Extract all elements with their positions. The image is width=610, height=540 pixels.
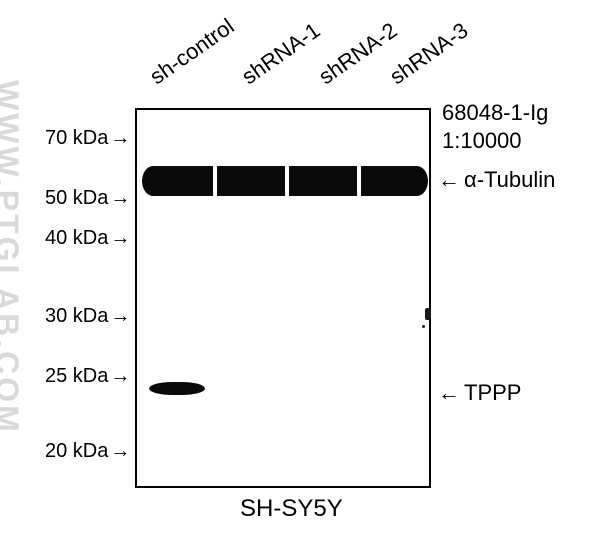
lane-gap [285,163,289,199]
mw-marker: 50 kDa [45,187,130,210]
cell-line-label: SH-SY5Y [240,495,343,523]
band-tppp [149,382,205,395]
mw-marker: 20 kDa [45,440,130,463]
artifact-speck [422,325,425,328]
band-label-tppp: TPPP [438,380,521,406]
lane-gap [213,163,217,199]
mw-marker: 40 kDa [45,227,130,250]
lane-gap [357,163,361,199]
antibody-dilution: 1:10000 [442,128,522,154]
blot-membrane [135,108,431,488]
lane-label: shRNA-3 [385,18,473,90]
mw-marker: 30 kDa [45,305,130,328]
antibody-catalog: 68048-1-Ig [442,100,548,126]
artifact-speck [425,308,431,320]
lane-label: shRNA-1 [237,18,325,90]
lane-labels-row: sh-control shRNA-1 shRNA-2 shRNA-3 [0,20,610,90]
lane-label: sh-control [145,13,239,90]
lane-label: shRNA-2 [314,18,402,90]
western-blot-figure: sh-control shRNA-1 shRNA-2 shRNA-3 70 kD… [0,0,610,540]
mw-marker: 25 kDa [45,365,130,388]
mw-marker: 70 kDa [45,127,130,150]
band-label-tubulin: α-Tubulin [438,167,555,193]
